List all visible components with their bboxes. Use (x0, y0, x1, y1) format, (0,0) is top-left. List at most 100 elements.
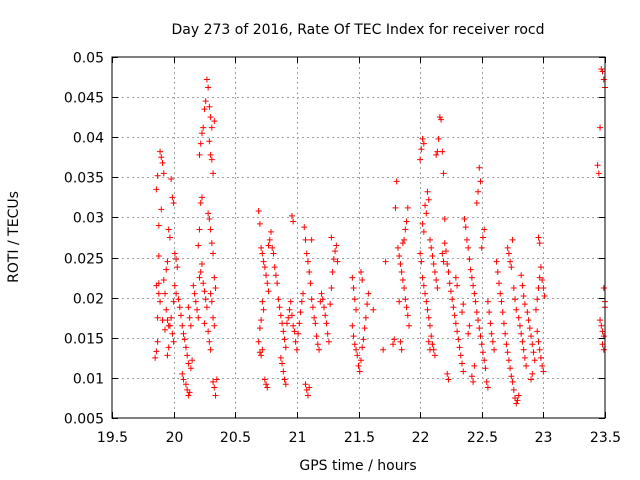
data-point (516, 322, 523, 329)
data-point (165, 344, 172, 351)
data-point (328, 234, 335, 241)
data-point (288, 212, 295, 219)
data-point (171, 282, 178, 289)
data-point (600, 285, 607, 292)
data-point (595, 170, 602, 177)
data-point (508, 373, 515, 380)
data-point (164, 258, 171, 265)
data-point (393, 178, 400, 185)
data-point (153, 186, 160, 193)
data-point (308, 296, 315, 303)
data-point (476, 164, 483, 171)
data-point (426, 236, 433, 243)
data-point (528, 333, 535, 340)
data-point (154, 338, 161, 345)
data-point (505, 357, 512, 364)
data-point (540, 368, 547, 375)
data-point (454, 282, 461, 289)
data-point (359, 277, 366, 284)
data-point (600, 346, 607, 353)
data-point (470, 282, 477, 289)
data-point (479, 349, 486, 356)
data-point (420, 140, 427, 147)
data-point (280, 328, 287, 335)
data-point (158, 154, 165, 161)
data-point (154, 314, 161, 321)
data-point (306, 268, 313, 275)
data-point (316, 346, 323, 353)
data-point (494, 268, 501, 275)
data-point (297, 309, 304, 316)
data-point (466, 322, 473, 329)
data-point (198, 194, 205, 201)
data-point (185, 360, 192, 367)
data-point (197, 140, 204, 147)
data-point (450, 304, 457, 311)
data-point (484, 298, 491, 305)
data-point (286, 306, 293, 313)
data-point (396, 298, 403, 305)
x-tick-label: 20.5 (220, 430, 251, 446)
data-point (357, 268, 364, 275)
data-point (429, 252, 436, 259)
x-axis-label: GPS time / hours (299, 458, 416, 474)
data-point (210, 170, 217, 177)
data-point (211, 118, 218, 125)
data-point (307, 280, 314, 287)
data-point (518, 272, 525, 279)
data-point (445, 376, 452, 383)
data-point (255, 338, 262, 345)
data-point (284, 320, 291, 327)
data-point (187, 365, 194, 372)
data-point (264, 384, 271, 391)
data-point (266, 236, 273, 243)
data-point (429, 341, 436, 348)
data-point (470, 378, 477, 385)
data-point (155, 222, 162, 229)
data-point (491, 346, 498, 353)
y-tick-label: 0.015 (64, 332, 104, 348)
data-point (355, 362, 362, 369)
data-point (418, 146, 425, 153)
data-point (361, 325, 368, 332)
data-point (422, 290, 429, 297)
data-point (513, 400, 520, 407)
data-point (196, 226, 203, 233)
data-point (176, 304, 183, 311)
data-point (163, 266, 170, 273)
data-point (191, 290, 198, 297)
y-axis-label: ROTI / TECUs (6, 191, 22, 283)
data-point (528, 376, 535, 383)
data-point (536, 240, 543, 247)
data-point (515, 314, 522, 321)
data-point (452, 274, 459, 281)
data-point (465, 244, 472, 251)
data-point (164, 352, 171, 359)
data-point (285, 314, 292, 321)
data-point (190, 282, 197, 289)
data-point (160, 277, 167, 284)
data-point (439, 148, 446, 155)
data-point (161, 290, 168, 297)
data-point (420, 282, 427, 289)
data-point (320, 304, 327, 311)
data-point (487, 320, 494, 327)
data-point (168, 175, 175, 182)
data-point (445, 268, 452, 275)
data-point (444, 260, 451, 267)
data-point (425, 314, 432, 321)
data-point (187, 322, 194, 329)
data-point (298, 298, 305, 305)
data-point (426, 346, 433, 353)
data-point (476, 325, 483, 332)
data-point (455, 336, 462, 343)
data-point (207, 151, 214, 158)
data-point (271, 264, 278, 271)
data-point (260, 306, 267, 313)
data-point (269, 244, 276, 251)
x-tick-label: 22.5 (467, 430, 498, 446)
data-point (539, 277, 546, 284)
data-point (205, 210, 212, 217)
data-point (261, 264, 268, 271)
data-point (153, 348, 160, 355)
